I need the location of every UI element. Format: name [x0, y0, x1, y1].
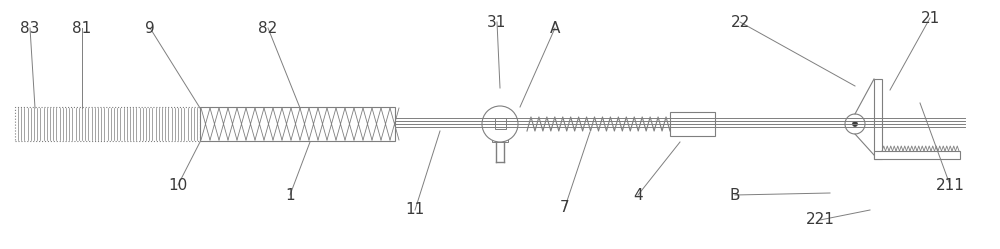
- Text: 81: 81: [72, 20, 92, 36]
- Text: 21: 21: [920, 10, 940, 25]
- Bar: [495, 118, 506, 129]
- Circle shape: [845, 114, 865, 134]
- Text: 221: 221: [806, 212, 834, 228]
- Text: 22: 22: [730, 14, 750, 29]
- Text: 10: 10: [168, 178, 188, 192]
- Bar: [492, 130, 508, 142]
- Text: 82: 82: [258, 20, 278, 36]
- Text: 9: 9: [145, 20, 155, 36]
- Bar: [874, 79, 882, 159]
- Bar: [200, 107, 395, 141]
- Text: 211: 211: [936, 178, 964, 192]
- Circle shape: [482, 106, 518, 142]
- Text: 31: 31: [487, 14, 507, 29]
- Text: 4: 4: [633, 187, 643, 202]
- Text: B: B: [730, 187, 740, 202]
- Bar: [670, 112, 715, 136]
- Text: A: A: [550, 20, 560, 36]
- Bar: [15, 107, 200, 141]
- Text: 83: 83: [20, 20, 40, 36]
- Bar: [874, 151, 960, 159]
- Text: 11: 11: [405, 202, 425, 217]
- Circle shape: [852, 122, 858, 126]
- Text: 7: 7: [560, 199, 570, 214]
- Text: 1: 1: [285, 187, 295, 202]
